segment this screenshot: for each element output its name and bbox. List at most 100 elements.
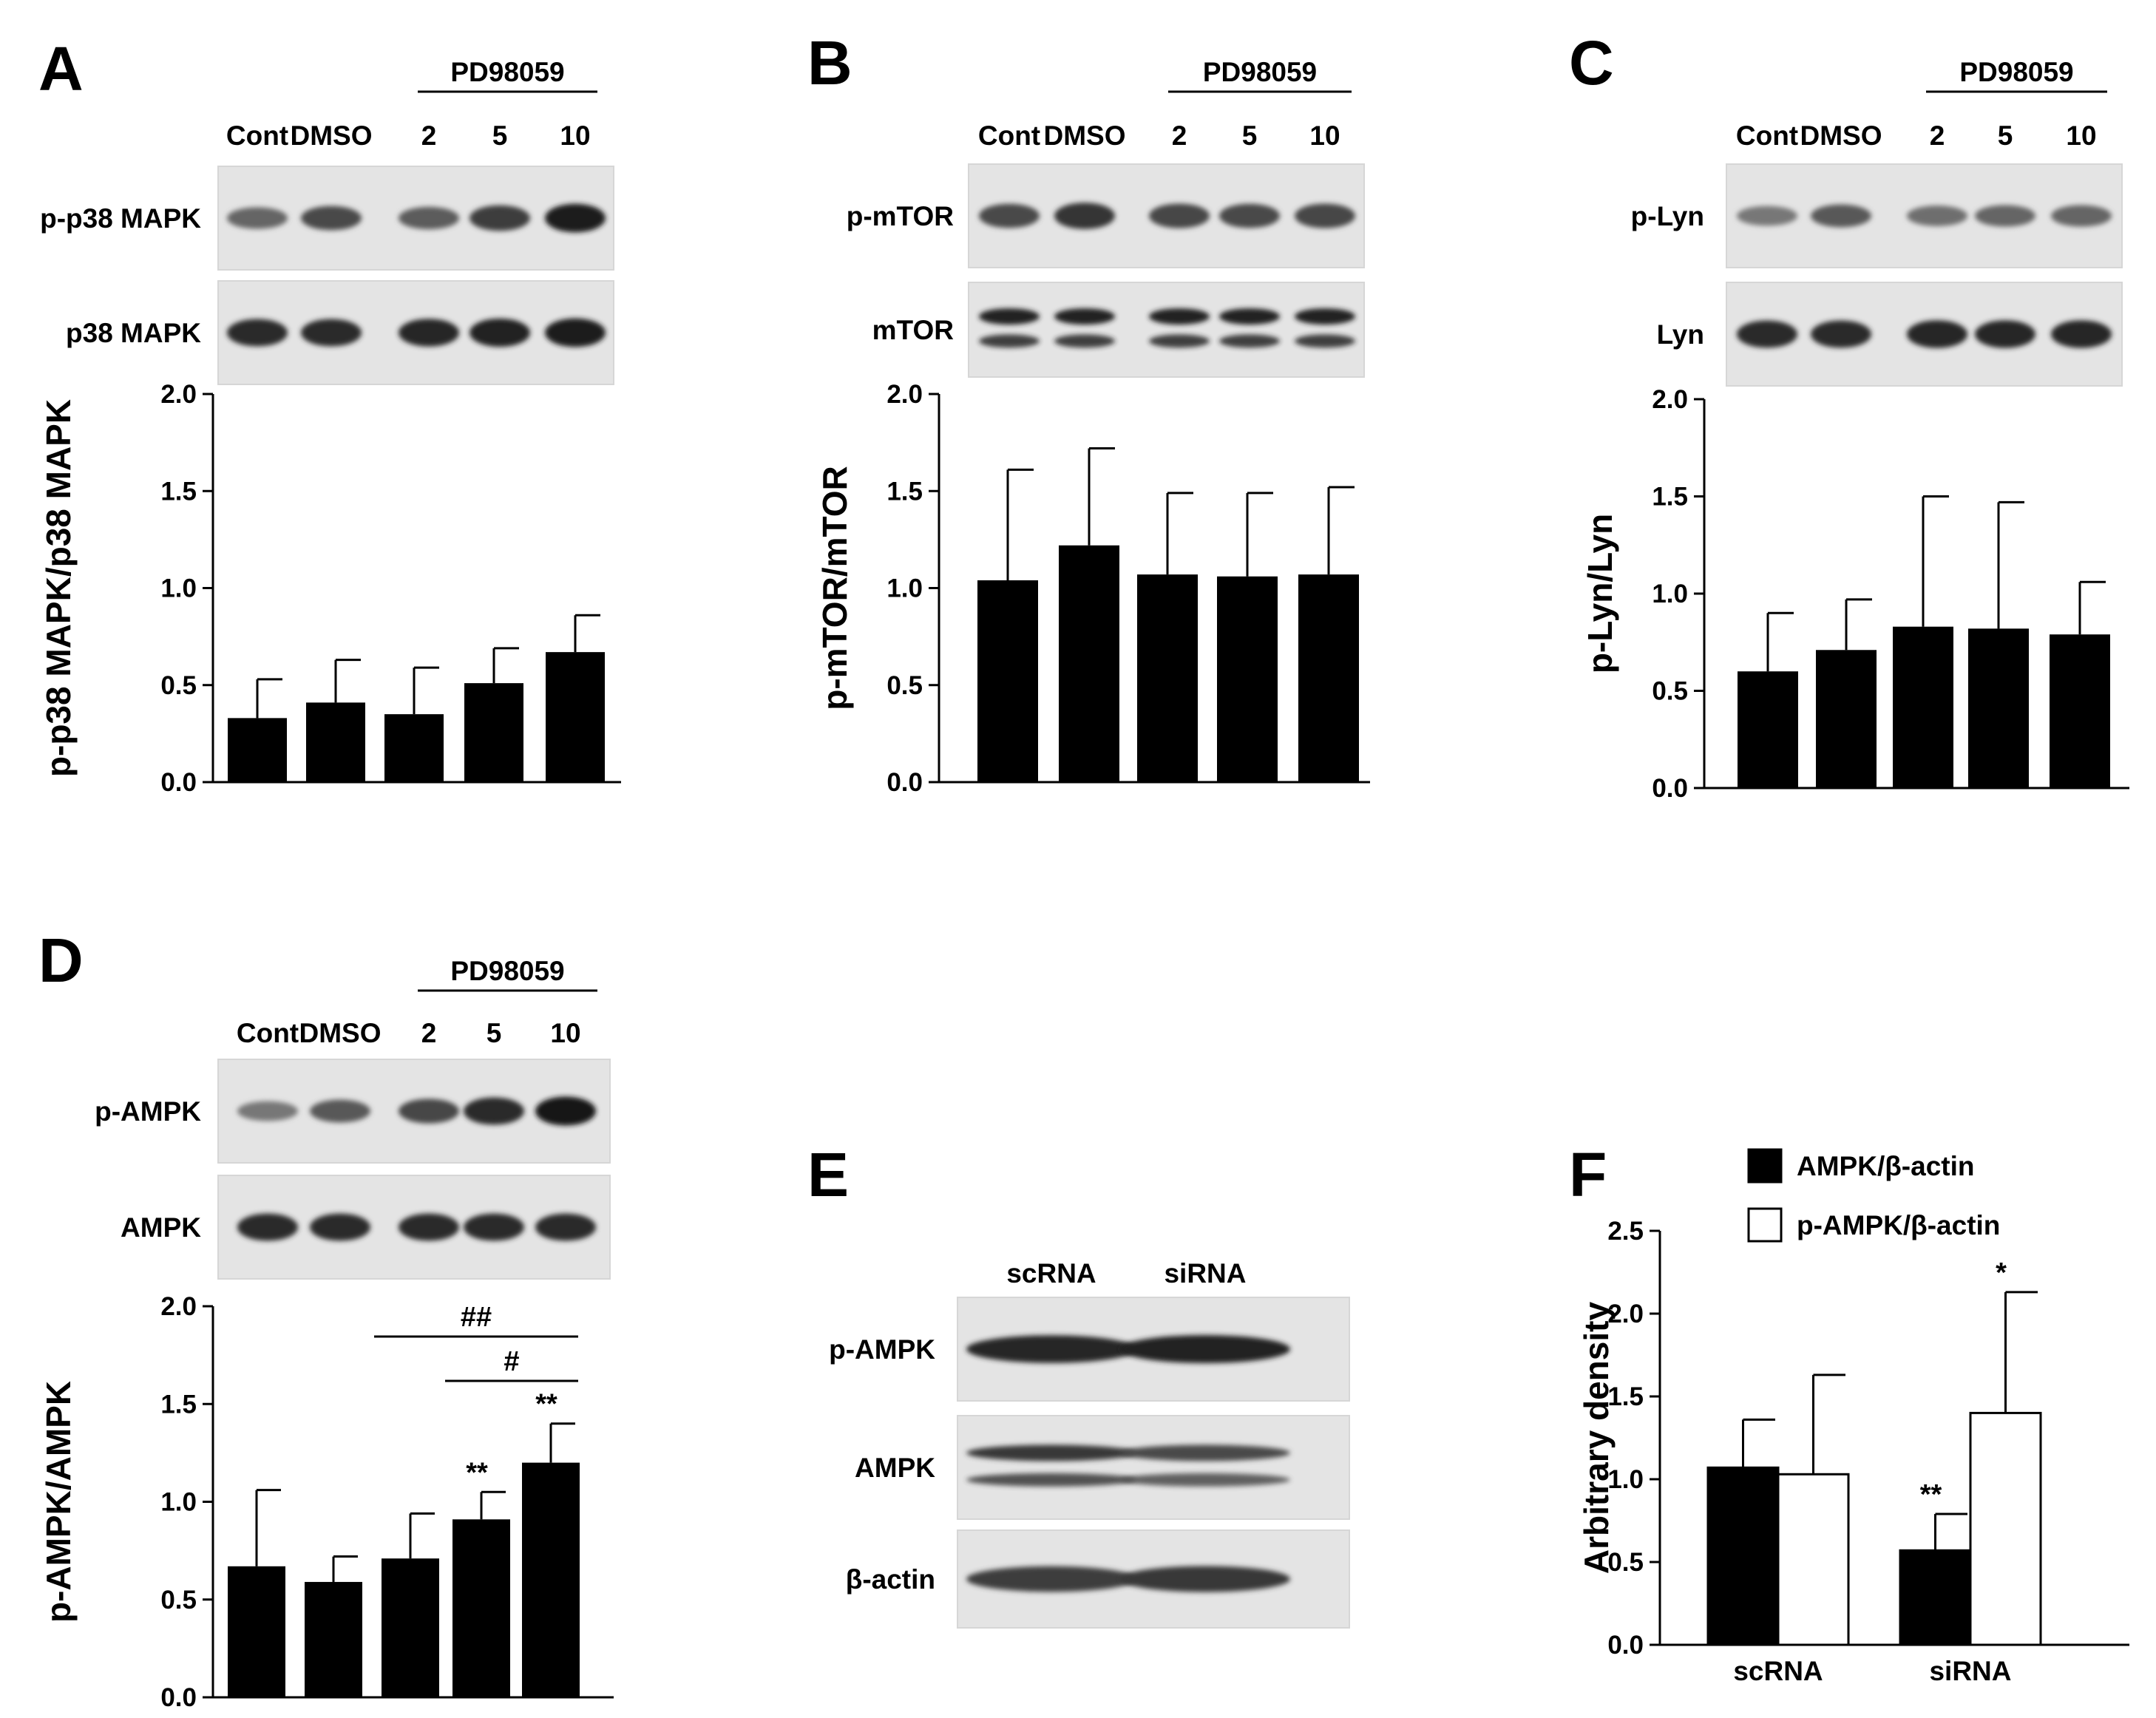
band	[399, 1213, 459, 1241]
band	[1149, 203, 1210, 228]
bar	[382, 1558, 439, 1697]
lane-label: 5	[487, 1018, 502, 1048]
blot-row-label: p-AMPK	[829, 1334, 935, 1365]
blot-row-label: p-Lyn	[1631, 201, 1704, 231]
y-tick-label: 1.0	[1607, 1465, 1644, 1494]
bar	[228, 1566, 285, 1697]
bar	[384, 714, 444, 782]
band	[1811, 320, 1871, 348]
y-tick-label: 0.5	[1607, 1548, 1644, 1577]
bar	[1899, 1549, 1972, 1646]
lane-label: DMSO	[1800, 120, 1882, 151]
bar	[452, 1519, 510, 1697]
bar	[1298, 574, 1359, 782]
bar	[1777, 1473, 1850, 1646]
significance-marker: **	[1920, 1479, 1942, 1510]
band-lower	[966, 1473, 1136, 1487]
band	[1811, 204, 1871, 228]
bar	[1969, 1411, 2042, 1646]
treatment-label: PD98059	[450, 956, 564, 986]
band	[227, 319, 288, 347]
y-tick-label: 0.5	[160, 1586, 197, 1615]
y-tick-label: 0.0	[160, 1683, 197, 1712]
lane-label: DMSO	[1044, 120, 1126, 151]
blot-row-label: Lyn	[1657, 319, 1704, 350]
y-axis-title: p-mTOR/mTOR	[816, 466, 854, 710]
western-blot-a: PD98059 Cont DMSO 2 5 10 p-p38 MAPK p38 MAPK	[40, 57, 614, 385]
western-blot-e: scRNA siRNA p-AMPK AMPK β-actin	[829, 1258, 1350, 1629]
bar	[306, 702, 365, 782]
treatment-label: PD98059	[1959, 57, 2073, 87]
band-upper	[1054, 308, 1115, 325]
band-upper	[1295, 308, 1355, 325]
bar	[1738, 671, 1798, 788]
bar	[305, 1581, 362, 1697]
band	[2051, 320, 2112, 348]
blot-row-label: β-actin	[846, 1564, 935, 1595]
legend-swatch	[1747, 1207, 1783, 1243]
blot-row-label: AMPK	[121, 1212, 201, 1243]
blot-row-label: p-p38 MAPK	[40, 203, 201, 234]
comparison-marker: #	[504, 1346, 519, 1377]
y-tick-label: 2.5	[1607, 1217, 1644, 1246]
significance-marker: **	[466, 1457, 488, 1488]
band	[237, 1101, 298, 1121]
y-tick-label: 2.0	[1607, 1300, 1644, 1328]
bar	[1137, 574, 1198, 782]
band	[469, 205, 530, 231]
blot-strip	[968, 282, 1365, 378]
western-blot-b: PD98059 Cont DMSO 2 5 10 p-mTOR mTOR	[847, 57, 1365, 378]
lane-label: siRNA	[1164, 1258, 1246, 1288]
legend-label: AMPK/β-actin	[1797, 1151, 1974, 1181]
lane-label: 10	[2066, 120, 2096, 151]
band	[301, 206, 362, 231]
bar-chart-d: 0.00.51.01.52.0p-AMPK/AMPK ****###	[39, 1292, 614, 1712]
band	[1120, 1566, 1290, 1592]
y-tick-label: 1.0	[1652, 580, 1688, 608]
lane-label: Cont	[237, 1018, 299, 1048]
band-lower	[979, 334, 1040, 348]
band	[1219, 203, 1280, 228]
band	[399, 319, 459, 347]
band	[310, 1213, 370, 1241]
blot-row-label: p-mTOR	[847, 201, 954, 231]
treatment-label: PD98059	[450, 57, 564, 87]
band	[1295, 203, 1355, 228]
bar	[546, 652, 605, 782]
y-tick-label: 2.0	[160, 380, 197, 409]
band	[966, 1335, 1136, 1363]
bar-chart-c: 0.0 0.5 1.0 1.5 2.0 p-Lyn/Lyn	[1581, 385, 2129, 803]
band	[399, 1099, 459, 1124]
y-tick-label: 1.5	[160, 477, 197, 506]
blot-row-label: mTOR	[872, 315, 954, 345]
lane-label: 2	[421, 120, 437, 151]
bar	[464, 683, 523, 782]
bar	[522, 1462, 580, 1697]
band	[1907, 320, 1967, 348]
band-lower	[1120, 1473, 1290, 1487]
lane-label: DMSO	[299, 1018, 382, 1048]
panel-letter-b: B	[807, 28, 852, 98]
band-upper	[1149, 308, 1210, 325]
band	[469, 318, 530, 347]
y-axis-title: p-p38 MAPK/p38 MAPK	[39, 399, 78, 777]
lane-label: 10	[1309, 120, 1340, 151]
band	[966, 1566, 1136, 1592]
bar	[228, 718, 287, 782]
x-category-label: scRNA	[1733, 1656, 1823, 1686]
band	[1975, 320, 2035, 348]
legend-swatch	[1747, 1148, 1783, 1184]
bar-chart-f: 0.0 0.5 1.0 1.5 2.0 2.5 Arbitrary density scRNA…	[1577, 1148, 2129, 1686]
y-tick-label: 2.0	[1652, 385, 1688, 414]
y-tick-label: 0.0	[160, 768, 197, 797]
blot-row-label: AMPK	[855, 1453, 935, 1483]
y-axis-title: p-Lyn/Lyn	[1581, 514, 1619, 673]
y-tick-label: 1.0	[160, 574, 197, 603]
band	[237, 1213, 298, 1241]
x-category-label: siRNA	[1929, 1656, 2011, 1686]
lane-label: Cont	[1736, 120, 1798, 151]
panel-letter-a: A	[38, 34, 84, 103]
western-blot-c: PD98059 Cont DMSO 2 5 10 p-Lyn Lyn	[1631, 57, 2123, 387]
lane-label: scRNA	[1006, 1258, 1096, 1288]
legend-label: p-AMPK/β-actin	[1797, 1210, 2000, 1240]
